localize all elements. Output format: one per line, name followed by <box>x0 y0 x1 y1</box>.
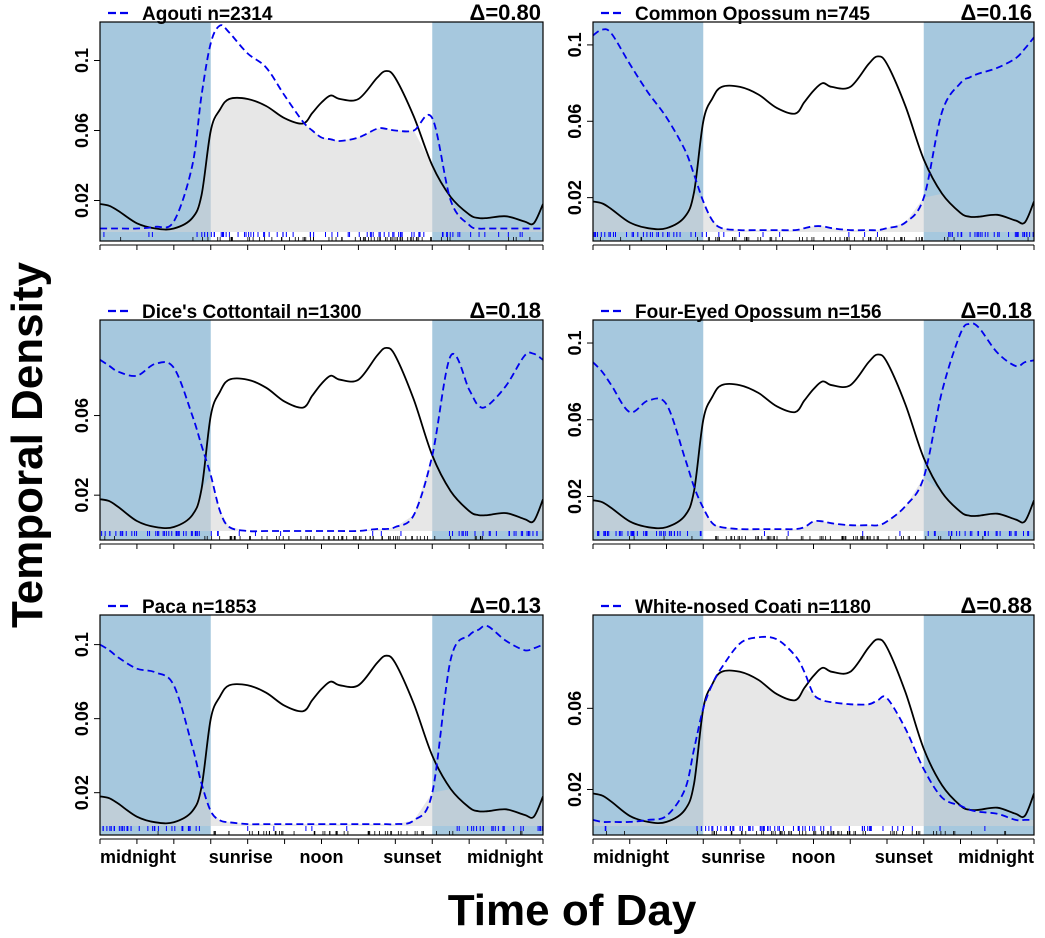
observation-rug <box>101 531 538 540</box>
y-tick-label: 0.02 <box>565 772 585 807</box>
panel-title: Dice's Cottontail n=1300 <box>142 302 361 323</box>
y-tick-label: 0.06 <box>72 113 92 148</box>
panel-2: 0.02 0.06 0.1 Common Opossum n=745 Δ=0.16 <box>565 0 1035 250</box>
panel-title: Agouti n=2314 <box>142 4 273 25</box>
y-tick-label: 0.02 <box>72 183 92 218</box>
reference-density-line <box>593 55 1034 231</box>
panel-legend: Common Opossum n=745 Δ=0.16 <box>601 0 1032 25</box>
plot-frame <box>99 319 544 541</box>
reference-density-line <box>100 70 543 231</box>
plot-frame <box>99 21 544 242</box>
y-axis-title: Temporal Density <box>3 262 52 628</box>
night-shade-morning <box>100 615 211 835</box>
y-tick-label: 0.02 <box>565 479 585 514</box>
x-tick-label-sunrise: sunrise <box>701 847 765 867</box>
night-shade-morning <box>100 22 211 241</box>
x-axis <box>99 244 544 250</box>
overlap-delta-label: Δ=0.18 <box>470 298 541 323</box>
species-density-line <box>593 322 1034 531</box>
panel-legend: White-nosed Coati n=1180 Δ=0.88 <box>601 593 1032 618</box>
overlap-delta-label: Δ=0.18 <box>961 298 1032 323</box>
species-density-line <box>100 624 543 826</box>
observation-rug <box>103 232 531 241</box>
y-tick-label: 0.06 <box>72 701 92 736</box>
species-density-line <box>100 351 543 533</box>
y-tick-label: 0.06 <box>565 402 585 437</box>
plot-frame <box>592 21 1035 242</box>
x-axis <box>592 543 1035 549</box>
y-axis: 0.02 0.06 <box>72 398 100 513</box>
overlap-delta-label: Δ=0.16 <box>961 0 1032 25</box>
overlap-delta-label: Δ=0.13 <box>470 593 541 618</box>
panel-3: 0.02 0.06 Dice's Cottontail n=1300 Δ=0.18 <box>72 298 544 549</box>
panel-1: 0.02 0.06 0.1 Agouti n=2314 Δ=0.80 <box>72 0 544 250</box>
overlap-area <box>593 477 1034 531</box>
x-tick-label-sunset: sunset <box>875 847 933 867</box>
x-tick-label-midnight: midnight <box>958 847 1034 867</box>
x-tick-label-midnight: midnight <box>467 847 543 867</box>
x-tick-label-noon: noon <box>300 847 344 867</box>
species-density-line <box>593 635 1034 823</box>
y-tick-label: 0.1 <box>565 331 585 356</box>
y-tick-label: 0.1 <box>72 632 92 657</box>
reference-density-line <box>100 654 543 825</box>
overlap-delta-label: Δ=0.88 <box>961 593 1032 618</box>
y-axis: 0.02 0.06 <box>565 691 593 807</box>
observation-rug <box>592 232 1034 241</box>
species-density-line <box>100 24 543 230</box>
y-tick-label: 0.02 <box>72 775 92 810</box>
y-axis: 0.02 0.06 0.1 <box>72 632 100 810</box>
observation-rug <box>597 531 1030 540</box>
overlap-delta-label: Δ=0.80 <box>470 0 541 25</box>
x-axis: midnight sunrise noon sunset midnight <box>99 838 544 867</box>
panel-title: Common Opossum n=745 <box>635 4 870 25</box>
x-axis <box>592 244 1035 250</box>
y-tick-label: 0.1 <box>565 32 585 57</box>
y-tick-label: 0.02 <box>72 478 92 513</box>
x-axis-title: Time of Day <box>448 886 697 935</box>
night-shade-morning <box>593 320 704 540</box>
night-shade-morning <box>593 22 704 241</box>
panel-title: Four-Eyed Opossum n=156 <box>635 302 882 323</box>
y-tick-label: 0.06 <box>565 691 585 726</box>
y-axis: 0.02 0.06 0.1 <box>565 32 593 215</box>
y-tick-label: 0.02 <box>565 180 585 215</box>
panel-title: White-nosed Coati n=1180 <box>635 597 871 618</box>
y-axis: 0.02 0.06 0.1 <box>565 331 593 514</box>
panel-legend: Four-Eyed Opossum n=156 Δ=0.18 <box>601 298 1032 323</box>
panel-title: Paca n=1853 <box>142 597 257 618</box>
reference-density-line <box>100 346 543 530</box>
x-tick-label-sunset: sunset <box>383 847 441 867</box>
x-tick-label-midnight: midnight <box>100 847 176 867</box>
plot-frame <box>592 614 1035 836</box>
night-shade-morning <box>100 320 211 540</box>
y-tick-label: 0.06 <box>565 104 585 139</box>
panel-legend: Dice's Cottontail n=1300 Δ=0.18 <box>108 298 541 323</box>
overlap-area <box>100 455 543 531</box>
observation-rug <box>102 826 544 835</box>
x-axis: midnight sunrise noon sunset midnight <box>592 838 1035 867</box>
y-tick-label: 0.1 <box>72 48 92 73</box>
x-tick-label-midnight: midnight <box>593 847 669 867</box>
reference-density-line <box>593 353 1034 530</box>
species-density-line <box>593 28 1034 232</box>
observation-rug <box>604 826 1007 835</box>
x-axis <box>99 543 544 549</box>
x-tick-label-noon: noon <box>792 847 836 867</box>
panel-legend: Agouti n=2314 Δ=0.80 <box>108 0 541 25</box>
plot-frame <box>592 319 1035 541</box>
panel-legend: Paca n=1853 Δ=0.13 <box>108 593 541 618</box>
plot-frame <box>99 614 544 836</box>
panel-4: 0.02 0.06 0.1 Four-Eyed Opossum n=156 Δ=0.18 <box>565 298 1035 549</box>
y-axis: 0.02 0.06 0.1 <box>72 48 100 218</box>
overlap-area <box>100 787 543 826</box>
x-tick-label-sunrise: sunrise <box>209 847 273 867</box>
y-tick-label: 0.06 <box>72 398 92 433</box>
night-shade-morning <box>593 615 704 835</box>
reference-density-line <box>593 638 1034 825</box>
